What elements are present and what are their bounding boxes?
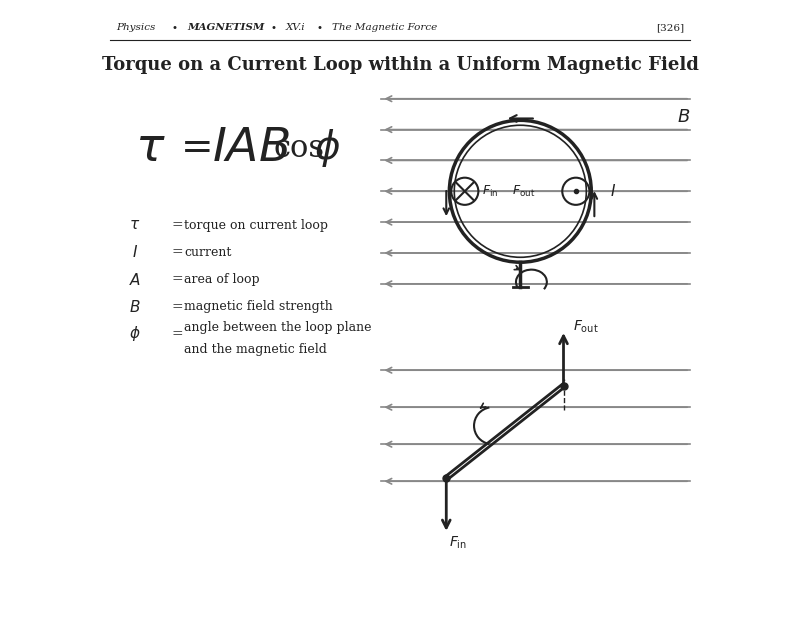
Text: •: • xyxy=(317,23,322,33)
Text: $F_{\rm in}$: $F_{\rm in}$ xyxy=(482,184,498,199)
Text: $A$: $A$ xyxy=(129,271,141,288)
Text: magnetic field strength: magnetic field strength xyxy=(184,300,333,313)
Text: area of loop: area of loop xyxy=(184,273,260,286)
Text: and the magnetic field: and the magnetic field xyxy=(184,342,327,356)
Text: =: = xyxy=(181,130,214,167)
Text: XV.i: XV.i xyxy=(286,23,306,32)
Text: $\tau$: $\tau$ xyxy=(129,218,140,232)
Text: current: current xyxy=(184,246,231,259)
Text: =: = xyxy=(172,327,183,341)
Text: $I$: $I$ xyxy=(132,244,138,260)
Text: $\phi$: $\phi$ xyxy=(129,325,141,343)
Text: $B$: $B$ xyxy=(677,108,690,126)
Text: $F_{\rm out}$: $F_{\rm out}$ xyxy=(513,184,536,199)
Text: =: = xyxy=(172,218,183,232)
Text: $I$: $I$ xyxy=(610,183,616,199)
Text: •: • xyxy=(172,23,178,33)
Text: $IAB$: $IAB$ xyxy=(212,125,290,171)
Text: Torque on a Current Loop within a Uniform Magnetic Field: Torque on a Current Loop within a Unifor… xyxy=(102,56,698,74)
Text: The Magnetic Force: The Magnetic Force xyxy=(332,23,438,32)
Text: •: • xyxy=(270,23,277,33)
Text: =: = xyxy=(172,300,183,313)
Text: =: = xyxy=(172,273,183,286)
Text: angle between the loop plane: angle between the loop plane xyxy=(184,321,371,334)
Text: [326]: [326] xyxy=(656,23,684,32)
Text: torque on current loop: torque on current loop xyxy=(184,218,328,232)
Text: MAGNETISM: MAGNETISM xyxy=(187,23,265,32)
Text: $B$: $B$ xyxy=(129,299,141,315)
Text: $F_{\rm in}$: $F_{\rm in}$ xyxy=(450,535,467,551)
Text: cos: cos xyxy=(274,133,325,164)
Text: Physics: Physics xyxy=(116,23,155,32)
Text: =: = xyxy=(172,246,183,259)
Text: $F_{\rm out}$: $F_{\rm out}$ xyxy=(573,319,598,335)
Text: $\phi$: $\phi$ xyxy=(314,127,340,169)
Text: $\tau$: $\tau$ xyxy=(134,125,166,171)
